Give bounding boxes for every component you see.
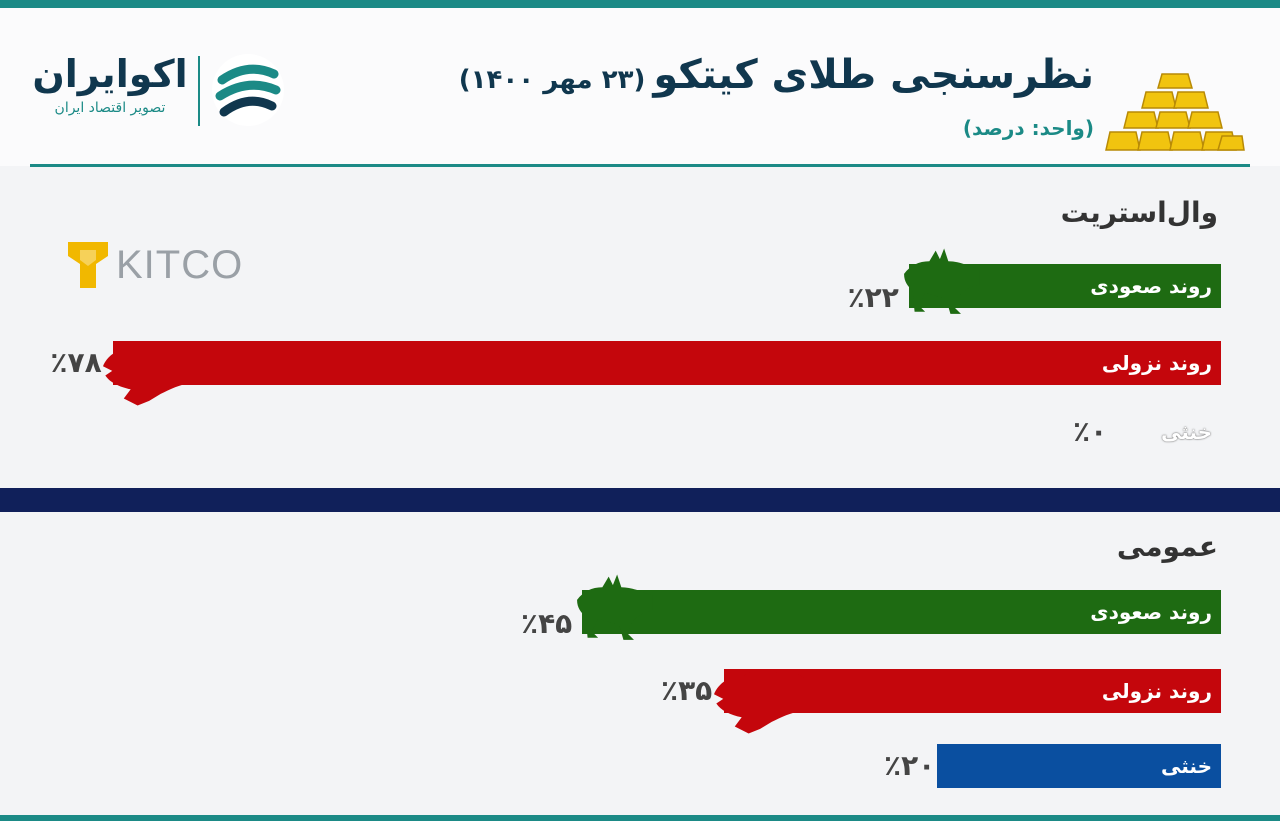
bar-label-neutral-1: خنثی [1161, 754, 1212, 778]
bear-icon [714, 670, 804, 734]
header-divider [30, 164, 1250, 167]
brand-logo: اکوایران تصویر اقتصاد ایران [30, 52, 190, 116]
bar-value-down-0: ٪۷۸ [50, 346, 102, 379]
kitco-mark-icon [68, 242, 108, 288]
bar-value-up-1: ٪۴۵ [521, 607, 573, 640]
gold-bars-icon [1105, 73, 1245, 151]
brand-name: اکوایران [32, 52, 188, 96]
brand-mark-icon [212, 54, 284, 126]
section-title-public: عمومی [1116, 530, 1218, 563]
bar-value-neutral-0: ٪۰ [1073, 415, 1108, 448]
bar-label-up-1: روند صعودی [1090, 600, 1212, 624]
kitco-logo: KITCO [66, 240, 243, 290]
unit-label: (واحد: درصد) [962, 116, 1094, 140]
bar-neutral-1 [937, 744, 1221, 788]
bar-up-1 [582, 590, 1221, 634]
bottom-accent-rule [0, 815, 1280, 821]
bear-icon [103, 342, 194, 406]
bull-icon [903, 248, 980, 314]
kitco-logo-text: KITCO [116, 242, 244, 287]
title-date: (۲۳ مهر ۱۴۰۰) [458, 65, 646, 95]
logo-separator [198, 56, 200, 126]
bar-down-1 [724, 669, 1221, 713]
brand-tagline: تصویر اقتصاد ایران [54, 100, 166, 116]
bar-value-up-0: ٪۲۲ [847, 281, 899, 314]
bar-down-0 [113, 341, 1221, 385]
chart-title: نظرسنجی طلای کیتکو(۲۳ مهر ۱۴۰۰) [459, 52, 1094, 98]
top-accent-rule [0, 0, 1280, 8]
bar-label-up-0: روند صعودی [1090, 274, 1212, 298]
bar-label-down-1: روند نزولی [1101, 679, 1212, 703]
bar-value-neutral-1: ٪۲۰ [884, 749, 936, 782]
bull-icon [577, 574, 653, 640]
bar-label-down-0: روند نزولی [1101, 351, 1212, 375]
bar-label-neutral-0: خنثی [1161, 420, 1212, 444]
bar-value-down-1: ٪۳۵ [661, 674, 713, 707]
title-main: نظرسنجی طلای کیتکو [653, 52, 1094, 98]
section-divider [0, 488, 1280, 512]
section-title-wallstreet: وال‌استریت [1060, 196, 1218, 229]
